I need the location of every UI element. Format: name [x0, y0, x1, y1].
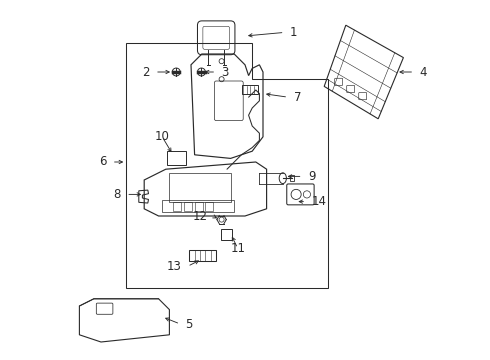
Text: 2: 2 — [142, 66, 149, 78]
Text: 8: 8 — [113, 188, 121, 201]
Text: 10: 10 — [155, 130, 170, 143]
Bar — [205, 202, 213, 211]
Text: 5: 5 — [186, 318, 193, 330]
Bar — [290, 175, 294, 181]
Text: 1: 1 — [290, 26, 297, 39]
Bar — [195, 202, 202, 211]
Text: 7: 7 — [294, 91, 301, 104]
Text: 12: 12 — [192, 210, 207, 222]
Text: 9: 9 — [308, 170, 316, 183]
Bar — [170, 173, 231, 202]
Text: 13: 13 — [167, 260, 182, 273]
Bar — [189, 250, 216, 261]
Text: 14: 14 — [312, 195, 327, 208]
Bar — [173, 202, 181, 211]
Bar — [184, 202, 192, 211]
Text: 3: 3 — [221, 66, 229, 78]
Text: 6: 6 — [99, 156, 106, 168]
Bar — [162, 200, 234, 212]
Text: 4: 4 — [419, 66, 427, 78]
Text: 11: 11 — [230, 242, 245, 255]
